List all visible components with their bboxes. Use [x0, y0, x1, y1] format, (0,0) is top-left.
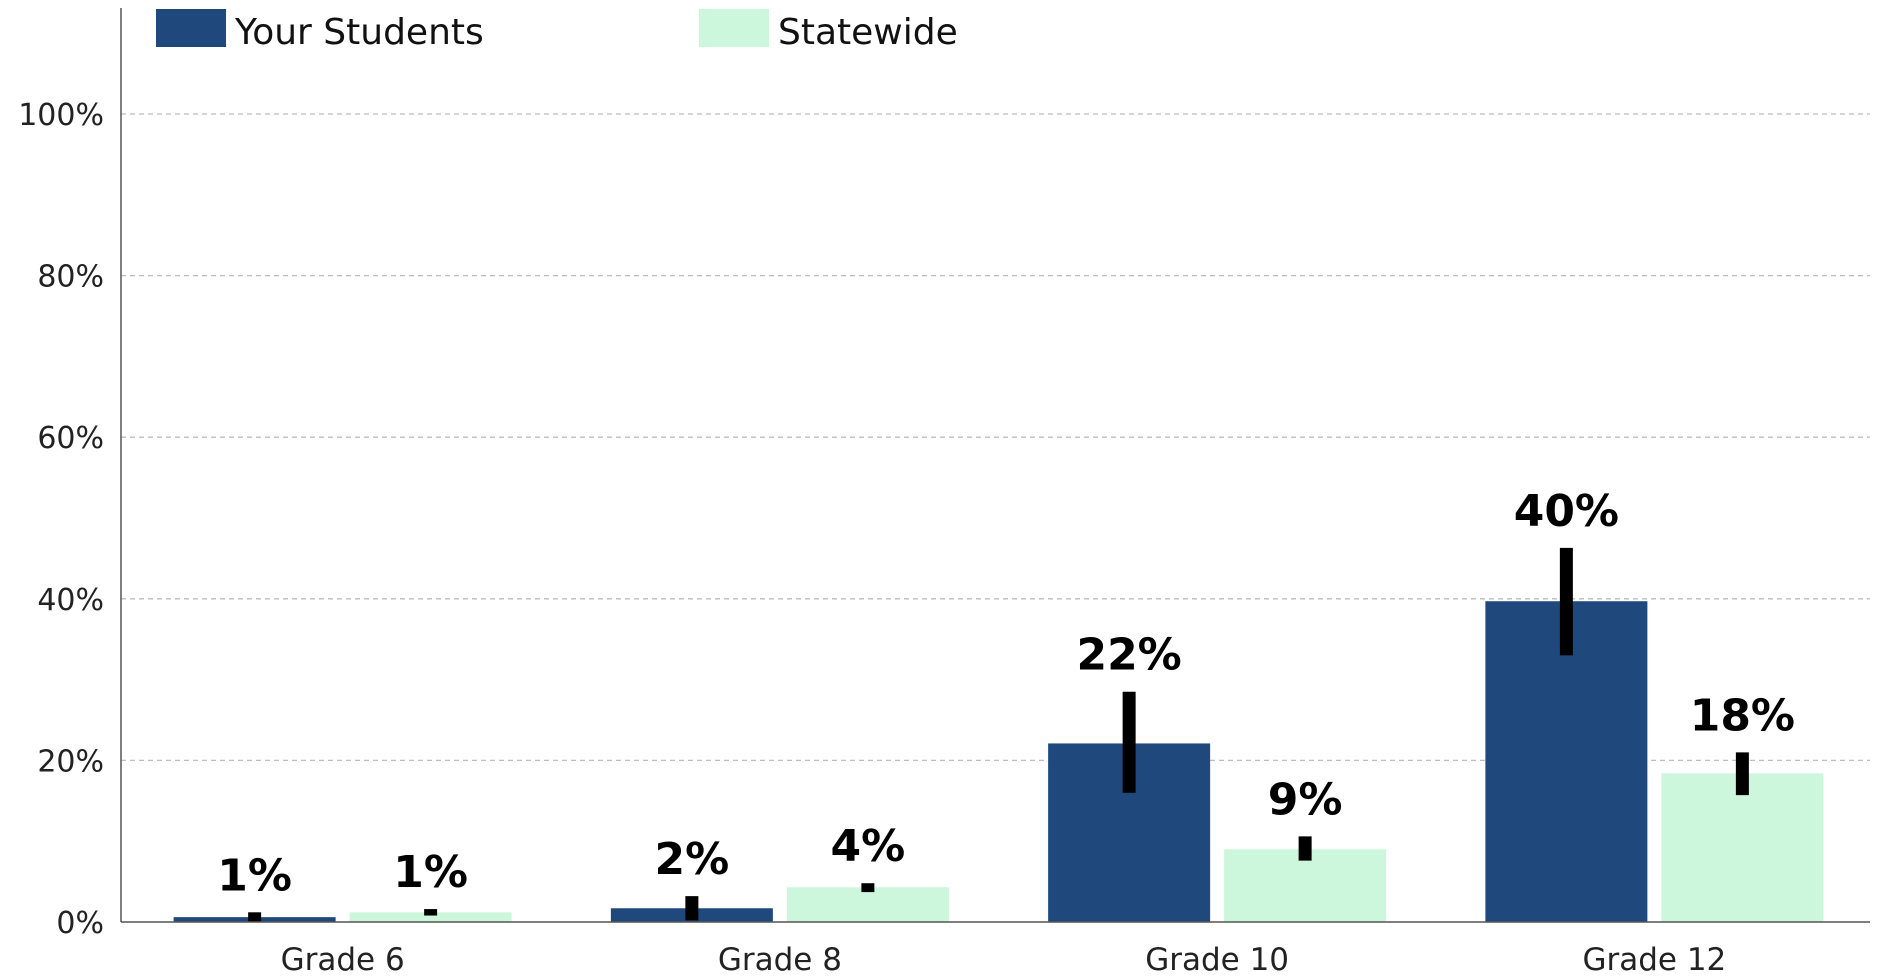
y-tick-label: 20%	[37, 744, 104, 779]
data-label: 2%	[655, 834, 730, 885]
data-label: 4%	[831, 821, 906, 872]
data-label: 40%	[1514, 486, 1619, 537]
bar-statewide-grade-6	[349, 912, 512, 922]
data-label: 1%	[217, 850, 292, 901]
data-label: 9%	[1268, 774, 1343, 825]
data-label: 18%	[1690, 690, 1795, 741]
data-labels: 1% 1% 2% 4% 22% 9% 40% 18%	[217, 486, 1795, 901]
y-tick-label: 60%	[37, 421, 104, 456]
y-tick-label: 80%	[37, 260, 104, 295]
legend-label-statewide: Statewide	[778, 12, 958, 53]
x-category-label: Grade 6	[281, 942, 405, 978]
data-label: 1%	[393, 847, 468, 898]
x-category-label: Grade 10	[1145, 942, 1289, 978]
y-axis-ticks: 0% 20% 40% 60% 80% 100%	[18, 98, 104, 941]
bar-statewide-grade-8	[786, 887, 949, 922]
gridlines	[121, 113, 1870, 762]
y-tick-label: 40%	[37, 583, 104, 618]
bar-statewide-grade-10	[1224, 849, 1387, 922]
legend-swatch-your-students	[156, 9, 226, 47]
y-tick-label: 100%	[18, 98, 104, 133]
legend-label-your-students: Your Students	[234, 12, 484, 53]
legend: Your Students Statewide	[156, 9, 958, 53]
data-label: 22%	[1076, 630, 1181, 681]
bar-statewide-grade-12	[1661, 773, 1824, 922]
bars	[173, 601, 1824, 922]
x-category-label: Grade 12	[1582, 942, 1726, 978]
y-tick-label: 0%	[56, 906, 104, 941]
x-axis-categories: Grade 6 Grade 8 Grade 10 Grade 12	[281, 942, 1727, 978]
x-category-label: Grade 8	[718, 942, 842, 978]
error-bars	[248, 547, 1749, 922]
legend-swatch-statewide	[699, 9, 769, 47]
